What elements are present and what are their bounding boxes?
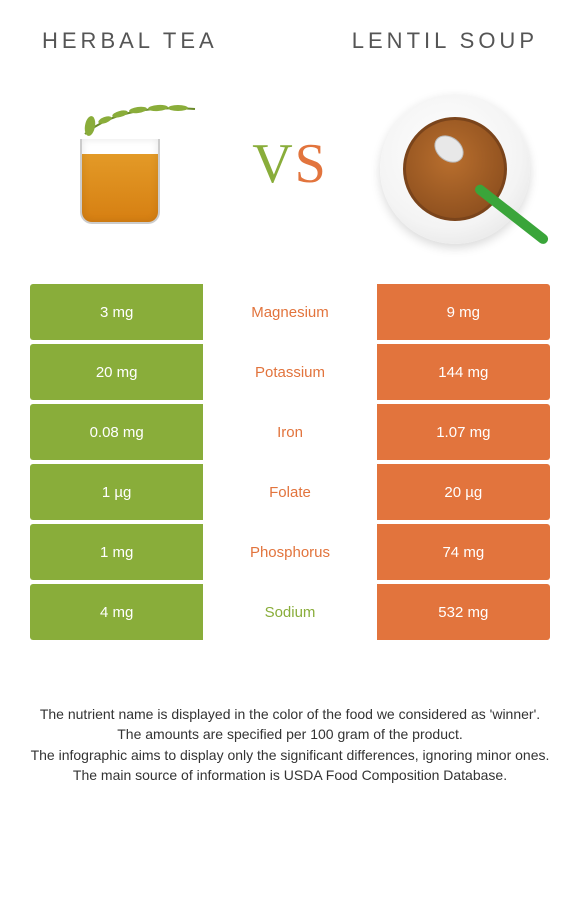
nutrient-name-cell: Phosphorus: [203, 524, 376, 580]
vs-s: S: [295, 133, 328, 195]
nutrient-table: 3 mgMagnesium9 mg20 mgPotassium144 mg0.0…: [30, 284, 550, 644]
right-food-title: Lentil Soup: [352, 28, 538, 54]
right-value-cell: 144 mg: [377, 344, 550, 400]
vs-label: VS: [252, 132, 328, 196]
herbal-tea-icon: [65, 104, 175, 224]
footnote-line: The amounts are specified per 100 gram o…: [20, 724, 560, 744]
table-row: 20 mgPotassium144 mg: [30, 344, 550, 400]
nutrient-name-cell: Potassium: [203, 344, 376, 400]
left-value-cell: 1 mg: [30, 524, 203, 580]
nutrient-name-cell: Folate: [203, 464, 376, 520]
footnote-line: The main source of information is USDA F…: [20, 765, 560, 785]
header: Herbal Tea Lentil Soup: [0, 0, 580, 54]
nutrient-name-cell: Iron: [203, 404, 376, 460]
right-value-cell: 74 mg: [377, 524, 550, 580]
right-food-image: [370, 74, 550, 254]
vs-v: V: [252, 133, 294, 195]
right-value-cell: 9 mg: [377, 284, 550, 340]
nutrient-name-cell: Sodium: [203, 584, 376, 640]
left-value-cell: 20 mg: [30, 344, 203, 400]
left-food-title: Herbal Tea: [42, 28, 218, 54]
left-value-cell: 3 mg: [30, 284, 203, 340]
left-value-cell: 4 mg: [30, 584, 203, 640]
right-value-cell: 1.07 mg: [377, 404, 550, 460]
right-value-cell: 532 mg: [377, 584, 550, 640]
left-food-image: [30, 74, 210, 254]
table-row: 1 µgFolate20 µg: [30, 464, 550, 520]
lentil-soup-icon: [375, 79, 545, 249]
left-value-cell: 1 µg: [30, 464, 203, 520]
left-value-cell: 0.08 mg: [30, 404, 203, 460]
nutrient-name-cell: Magnesium: [203, 284, 376, 340]
table-row: 0.08 mgIron1.07 mg: [30, 404, 550, 460]
images-row: VS: [0, 54, 580, 284]
footnote-line: The infographic aims to display only the…: [20, 745, 560, 765]
table-row: 4 mgSodium532 mg: [30, 584, 550, 640]
table-row: 1 mgPhosphorus74 mg: [30, 524, 550, 580]
table-row: 3 mgMagnesium9 mg: [30, 284, 550, 340]
footnote-line: The nutrient name is displayed in the co…: [20, 704, 560, 724]
right-value-cell: 20 µg: [377, 464, 550, 520]
footnotes: The nutrient name is displayed in the co…: [0, 644, 580, 785]
